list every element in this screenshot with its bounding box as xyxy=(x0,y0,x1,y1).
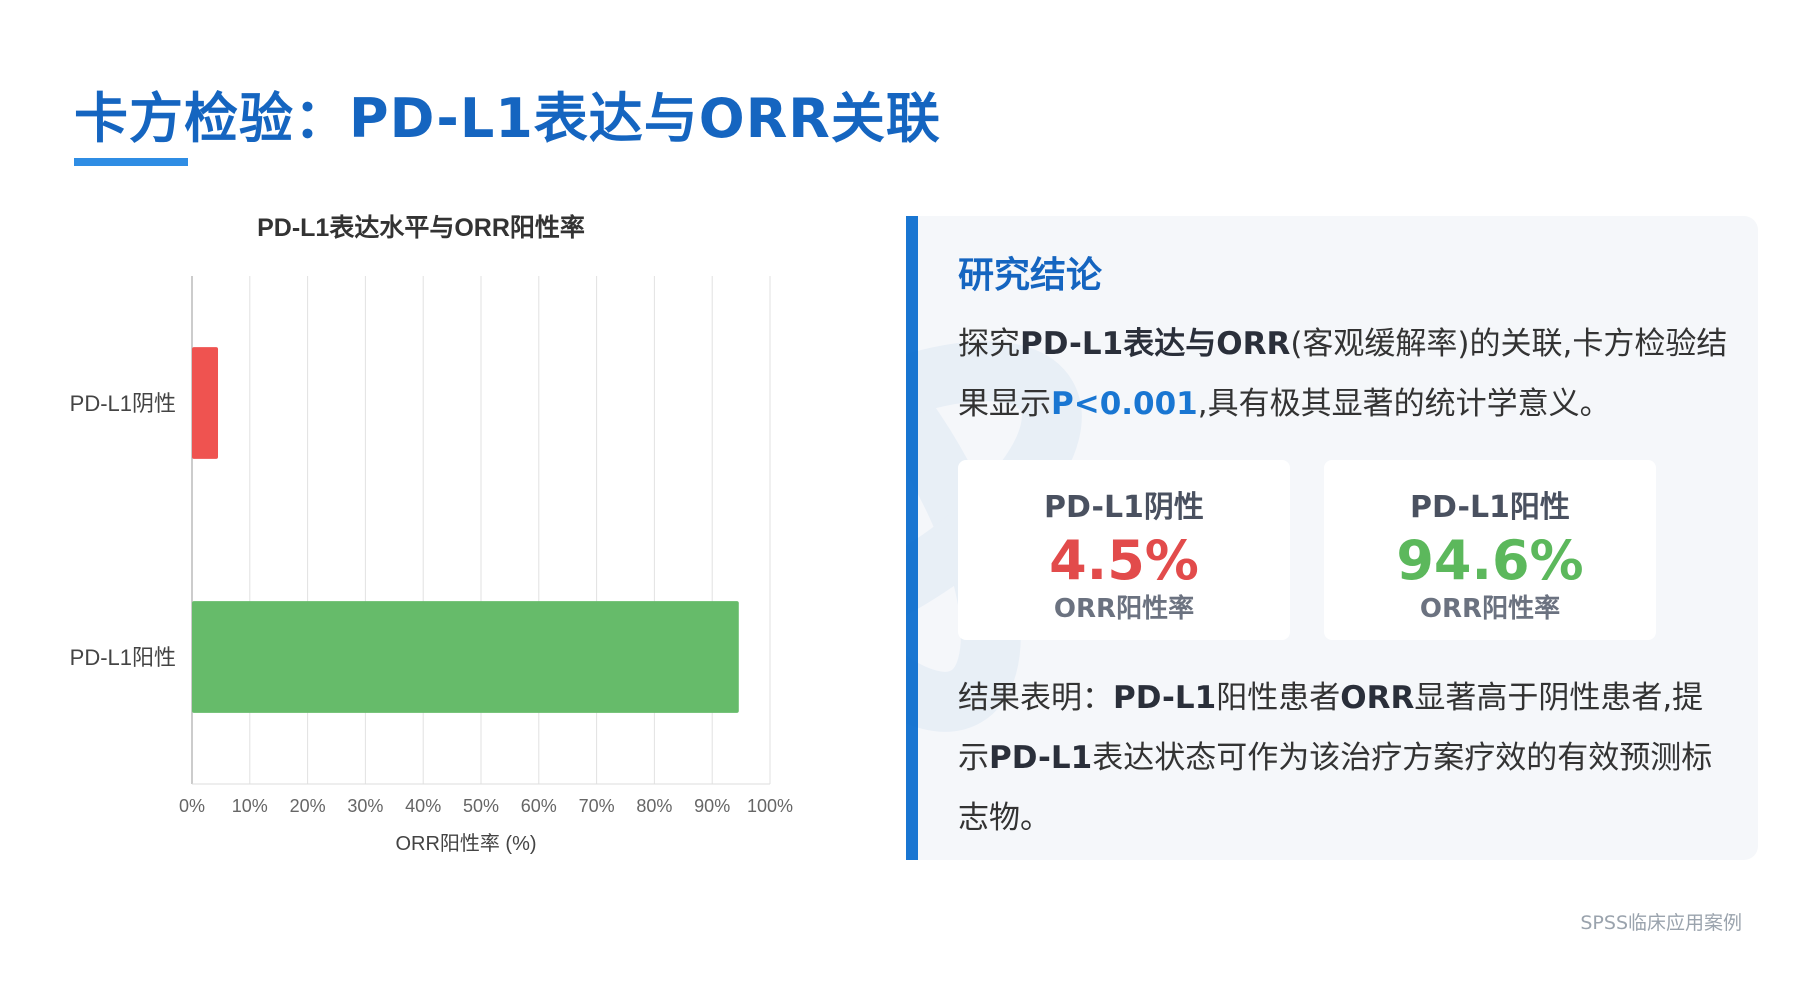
text-segment: 显著高于阴性患者,提示 xyxy=(958,680,1704,776)
panel-accent-bar xyxy=(906,216,918,860)
x-tick-label: 100% xyxy=(747,796,793,816)
stat-card-caption: ORR阳性率 xyxy=(1053,594,1195,624)
title-underline xyxy=(74,158,188,166)
x-tick-label: 40% xyxy=(405,796,441,816)
conclusion-paragraph: 探究PD-L1表达与ORR(客观缓解率)的关联,卡方检验结果显示P<0.001,… xyxy=(958,314,1728,434)
x-tick-label: 10% xyxy=(232,796,268,816)
text-segment: ,具有极其显著的统计学意义。 xyxy=(1197,386,1611,422)
emphasis-segment: ORR xyxy=(1340,680,1415,716)
stat-card-positive: PD-L1阳性 94.6% ORR阳性率 xyxy=(1324,460,1656,640)
x-tick-label: 70% xyxy=(579,796,615,816)
chart-title: PD-L1表达水平与ORR阳性率 xyxy=(257,213,585,242)
x-tick-label: 20% xyxy=(290,796,326,816)
x-tick-label: 30% xyxy=(347,796,383,816)
x-tick-label: 80% xyxy=(636,796,672,816)
stat-card-value: 4.5% xyxy=(1049,529,1199,592)
bar-positive xyxy=(192,601,739,713)
stat-card-label: PD-L1阳性 xyxy=(1410,490,1570,525)
panel-heading: 研究结论 xyxy=(958,255,1103,296)
y-category-label: PD-L1阴性 xyxy=(70,391,176,416)
text-segment: 结果表明： xyxy=(958,680,1113,716)
emphasis-segment: PD-L1 xyxy=(989,740,1093,776)
x-axis-label: ORR阳性率 (%) xyxy=(395,832,536,855)
stat-card-label: PD-L1阴性 xyxy=(1044,490,1204,525)
emphasis-segment: PD-L1表达与ORR xyxy=(1020,326,1291,362)
x-tick-label: 0% xyxy=(179,796,205,816)
result-paragraph: 结果表明：PD-L1阳性患者ORR显著高于阴性患者,提示PD-L1表达状态可作为… xyxy=(958,668,1728,848)
stat-card-caption: ORR阳性率 xyxy=(1419,594,1561,624)
bar-negative xyxy=(192,347,219,459)
text-segment: (客观缓解率)的关联,卡方检验结果显示 xyxy=(958,326,1728,422)
footer-source: SPSS临床应用案例 xyxy=(1580,912,1742,934)
text-segment: 阳性患者 xyxy=(1216,680,1341,716)
conclusion-panel: 研究结论 探究PD-L1表达与ORR(客观缓解率)的关联,卡方检验结果显示P<0… xyxy=(906,216,1758,860)
y-category-label: PD-L1阳性 xyxy=(70,645,176,670)
molecule-watermark-icon xyxy=(906,280,1082,732)
emphasis-segment: PD-L1 xyxy=(1113,680,1217,716)
stat-card-negative: PD-L1阴性 4.5% ORR阳性率 xyxy=(958,460,1290,640)
orr-bar-chart: PD-L1表达水平与ORR阳性率 0% 10% 20% 30% 40% 50% 60% 70% 8… xyxy=(70,213,793,855)
x-tick-label: 90% xyxy=(694,796,730,816)
x-tick-label: 60% xyxy=(521,796,557,816)
text-segment: 表达状态可作为该治疗方案疗效的有效预测标志物。 xyxy=(958,740,1713,836)
stat-card-value: 94.6% xyxy=(1396,529,1584,592)
x-tick-label: 50% xyxy=(463,796,499,816)
emphasis-segment: P<0.001 xyxy=(1051,386,1198,422)
page-title: 卡方检验：PD-L1表达与ORR关联 xyxy=(74,87,941,150)
text-segment: 探究 xyxy=(958,326,1020,362)
